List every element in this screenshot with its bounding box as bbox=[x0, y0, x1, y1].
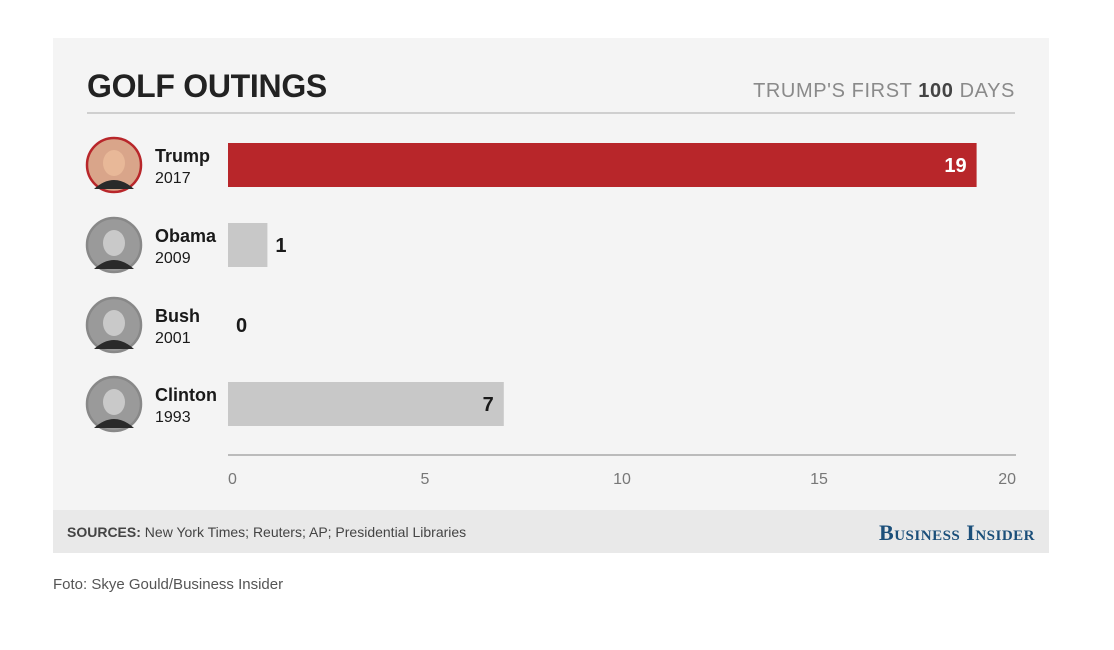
x-tick-label-20: 20 bbox=[998, 471, 1016, 488]
row-year-trump: 2017 bbox=[155, 170, 191, 187]
value-label-bush: 0 bbox=[236, 315, 247, 337]
row-label-obama: Obama bbox=[155, 226, 217, 246]
title-divider bbox=[87, 112, 1015, 114]
value-label-clinton: 7 bbox=[483, 394, 494, 416]
portrait-trump-icon bbox=[85, 136, 143, 194]
bar-obama bbox=[228, 223, 268, 267]
portrait-clinton-icon bbox=[85, 375, 143, 433]
sources-text: SOURCES: New York Times; Reuters; AP; Pr… bbox=[67, 524, 466, 540]
photo-credit: Foto: Skye Gould/Business Insider bbox=[53, 576, 284, 593]
x-tick-label-15: 15 bbox=[810, 471, 828, 488]
chart-subtitle: TRUMP'S FIRST 100 DAYS bbox=[753, 80, 1015, 103]
subtitle-suffix: DAYS bbox=[959, 80, 1015, 102]
value-label-obama: 1 bbox=[275, 235, 286, 257]
portrait-obama-icon bbox=[85, 216, 143, 274]
sources-label: SOURCES: bbox=[67, 524, 141, 540]
footer-bar: SOURCES: New York Times; Reuters; AP; Pr… bbox=[53, 510, 1049, 553]
subtitle-number: 100 bbox=[918, 80, 954, 102]
row-label-clinton: Clinton bbox=[155, 385, 217, 405]
x-tick-label-0: 0 bbox=[228, 471, 237, 488]
bar-clinton bbox=[228, 382, 504, 426]
sources-list: New York Times; Reuters; AP; Presidentia… bbox=[140, 524, 467, 540]
value-label-trump: 19 bbox=[944, 155, 966, 177]
x-tick-label-5: 5 bbox=[421, 471, 430, 488]
row-year-obama: 2009 bbox=[155, 250, 191, 267]
bar-chart: Trump201719Obama20091Bush20010Clinton199… bbox=[85, 136, 1016, 488]
row-year-bush: 2001 bbox=[155, 330, 191, 347]
portrait-bush-icon bbox=[85, 296, 143, 354]
row-label-bush: Bush bbox=[155, 306, 200, 326]
row-year-clinton: 1993 bbox=[155, 409, 191, 426]
chart-card: GOLF OUTINGS TRUMP'S FIRST 100 DAYS Trum… bbox=[53, 38, 1049, 553]
row-label-trump: Trump bbox=[155, 146, 210, 166]
subtitle-prefix: TRUMP'S FIRST bbox=[753, 80, 913, 102]
bar-trump bbox=[228, 143, 977, 187]
x-tick-label-10: 10 bbox=[613, 471, 631, 488]
chart-title: GOLF OUTINGS bbox=[87, 68, 327, 104]
business-insider-logo: Business Insider bbox=[879, 520, 1035, 545]
